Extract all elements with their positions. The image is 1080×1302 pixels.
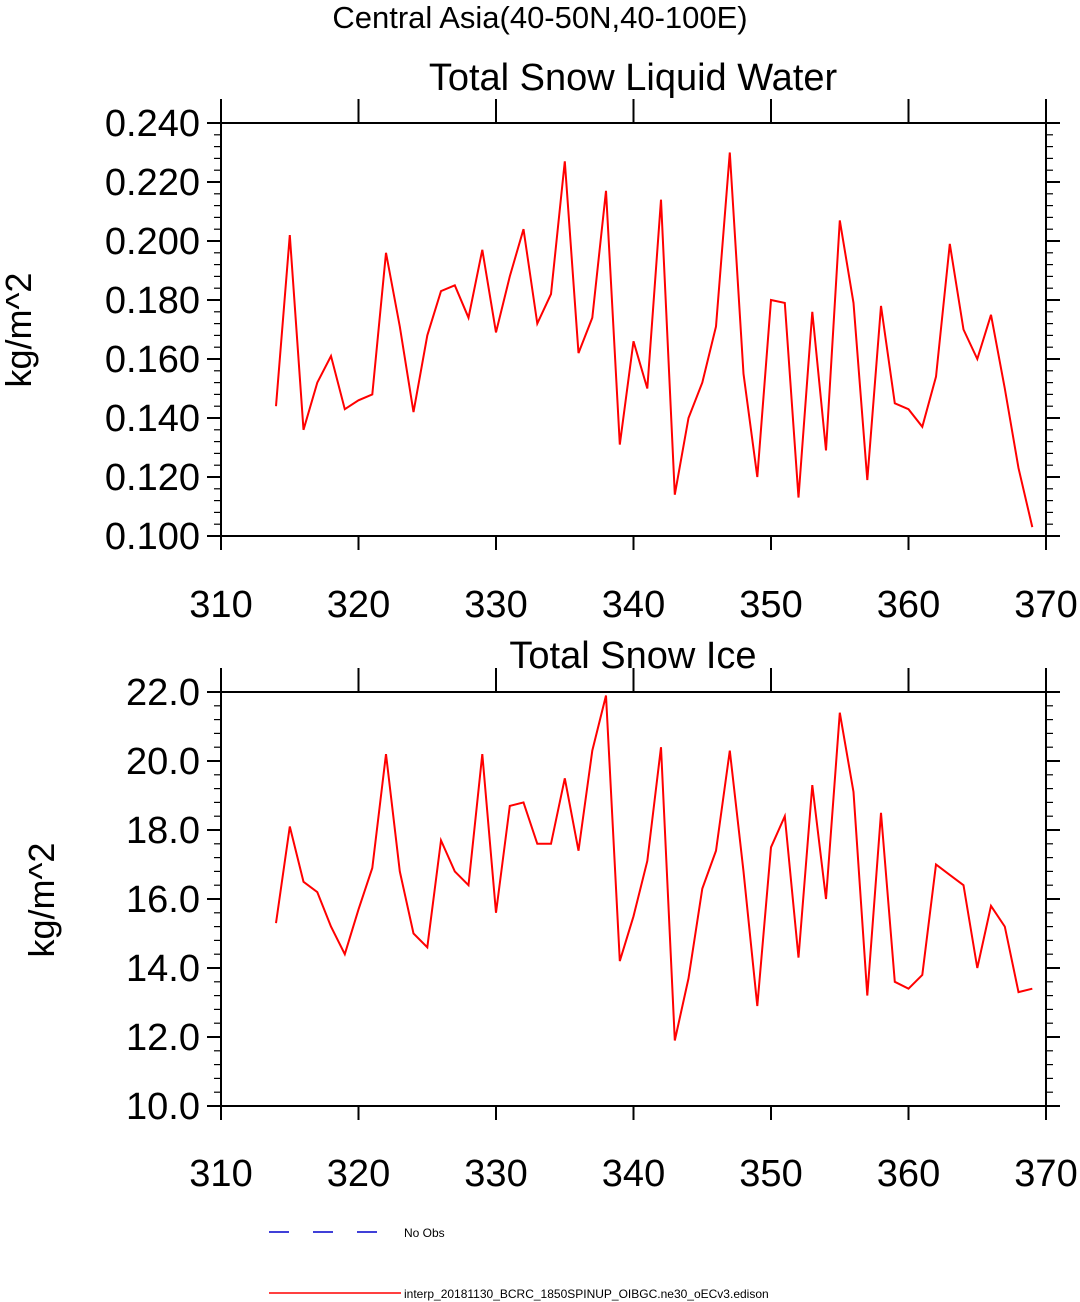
- y-tick-label: 10.0: [126, 1086, 200, 1128]
- panel-1-frame: [220, 122, 1047, 537]
- y-tick-label: 16.0: [126, 879, 200, 921]
- x-tick-label: 320: [327, 1153, 390, 1195]
- x-tick-label: 340: [602, 584, 665, 626]
- panel-snow-liquid-water: Total Snow Liquid Water kg/m^2 310 320 330…: [0, 57, 1078, 626]
- x-tick-label: 360: [877, 584, 940, 626]
- y-tick-label: 20.0: [126, 741, 200, 783]
- panel-2-minor-ticks: [207, 668, 1060, 1120]
- y-tick-label: 22.0: [126, 672, 200, 714]
- panel-1-ylabel: kg/m^2: [0, 273, 39, 388]
- panel-2-ylabel: kg/m^2: [21, 843, 62, 958]
- x-tick-label: 350: [739, 1153, 802, 1195]
- x-tick-label: 360: [877, 1153, 940, 1195]
- x-tick-label: 330: [464, 1153, 527, 1195]
- panel-2-tick-labels: 310 320 330 340 350 360 370 10.0 12.0 14.0 16.0 18.…: [126, 672, 1078, 1195]
- y-tick-label: 0.120: [105, 457, 200, 499]
- panel-1-series-line: [275, 152, 1034, 528]
- y-tick-label: 0.200: [105, 221, 200, 263]
- y-tick-label: 0.140: [105, 398, 200, 440]
- panel-2-series-line: [275, 695, 1033, 1041]
- panel-1-minor-ticks: [207, 99, 1060, 550]
- y-tick-label: 12.0: [126, 1017, 200, 1059]
- x-tick-label: 370: [1014, 1153, 1077, 1195]
- panel-1-title: Total Snow Liquid Water: [429, 57, 838, 99]
- y-tick-label: 0.100: [105, 516, 200, 558]
- y-tick-label: 0.160: [105, 339, 200, 381]
- legend-label-no-obs: No Obs: [404, 1226, 445, 1240]
- y-tick-label: 0.220: [105, 162, 200, 204]
- x-tick-label: 310: [189, 1153, 252, 1195]
- suptitle: Central Asia(40-50N,40-100E): [332, 0, 747, 35]
- y-tick-label: 0.180: [105, 280, 200, 322]
- y-tick-label: 18.0: [126, 810, 200, 852]
- x-tick-label: 340: [602, 1153, 665, 1195]
- legend: No Obs interp_20181130_BCRC_1850SPINUP_O…: [269, 1226, 769, 1301]
- x-tick-label: 370: [1014, 584, 1077, 626]
- panel-snow-ice: Total Snow Ice kg/m^2 310 320 330 340 350 360…: [21, 635, 1078, 1195]
- x-tick-label: 320: [327, 584, 390, 626]
- x-tick-label: 310: [189, 584, 252, 626]
- y-tick-label: 0.240: [105, 103, 200, 145]
- panel-2-frame: [220, 691, 1047, 1107]
- panel-1-tick-labels: 310 320 330 340 350 360 370 0.100 0.120 0.140 0.16…: [105, 103, 1078, 626]
- y-tick-label: 14.0: [126, 948, 200, 990]
- x-tick-label: 330: [464, 584, 527, 626]
- legend-label-model: interp_20181130_BCRC_1850SPINUP_OIBGC.ne…: [404, 1287, 769, 1301]
- x-tick-label: 350: [739, 584, 802, 626]
